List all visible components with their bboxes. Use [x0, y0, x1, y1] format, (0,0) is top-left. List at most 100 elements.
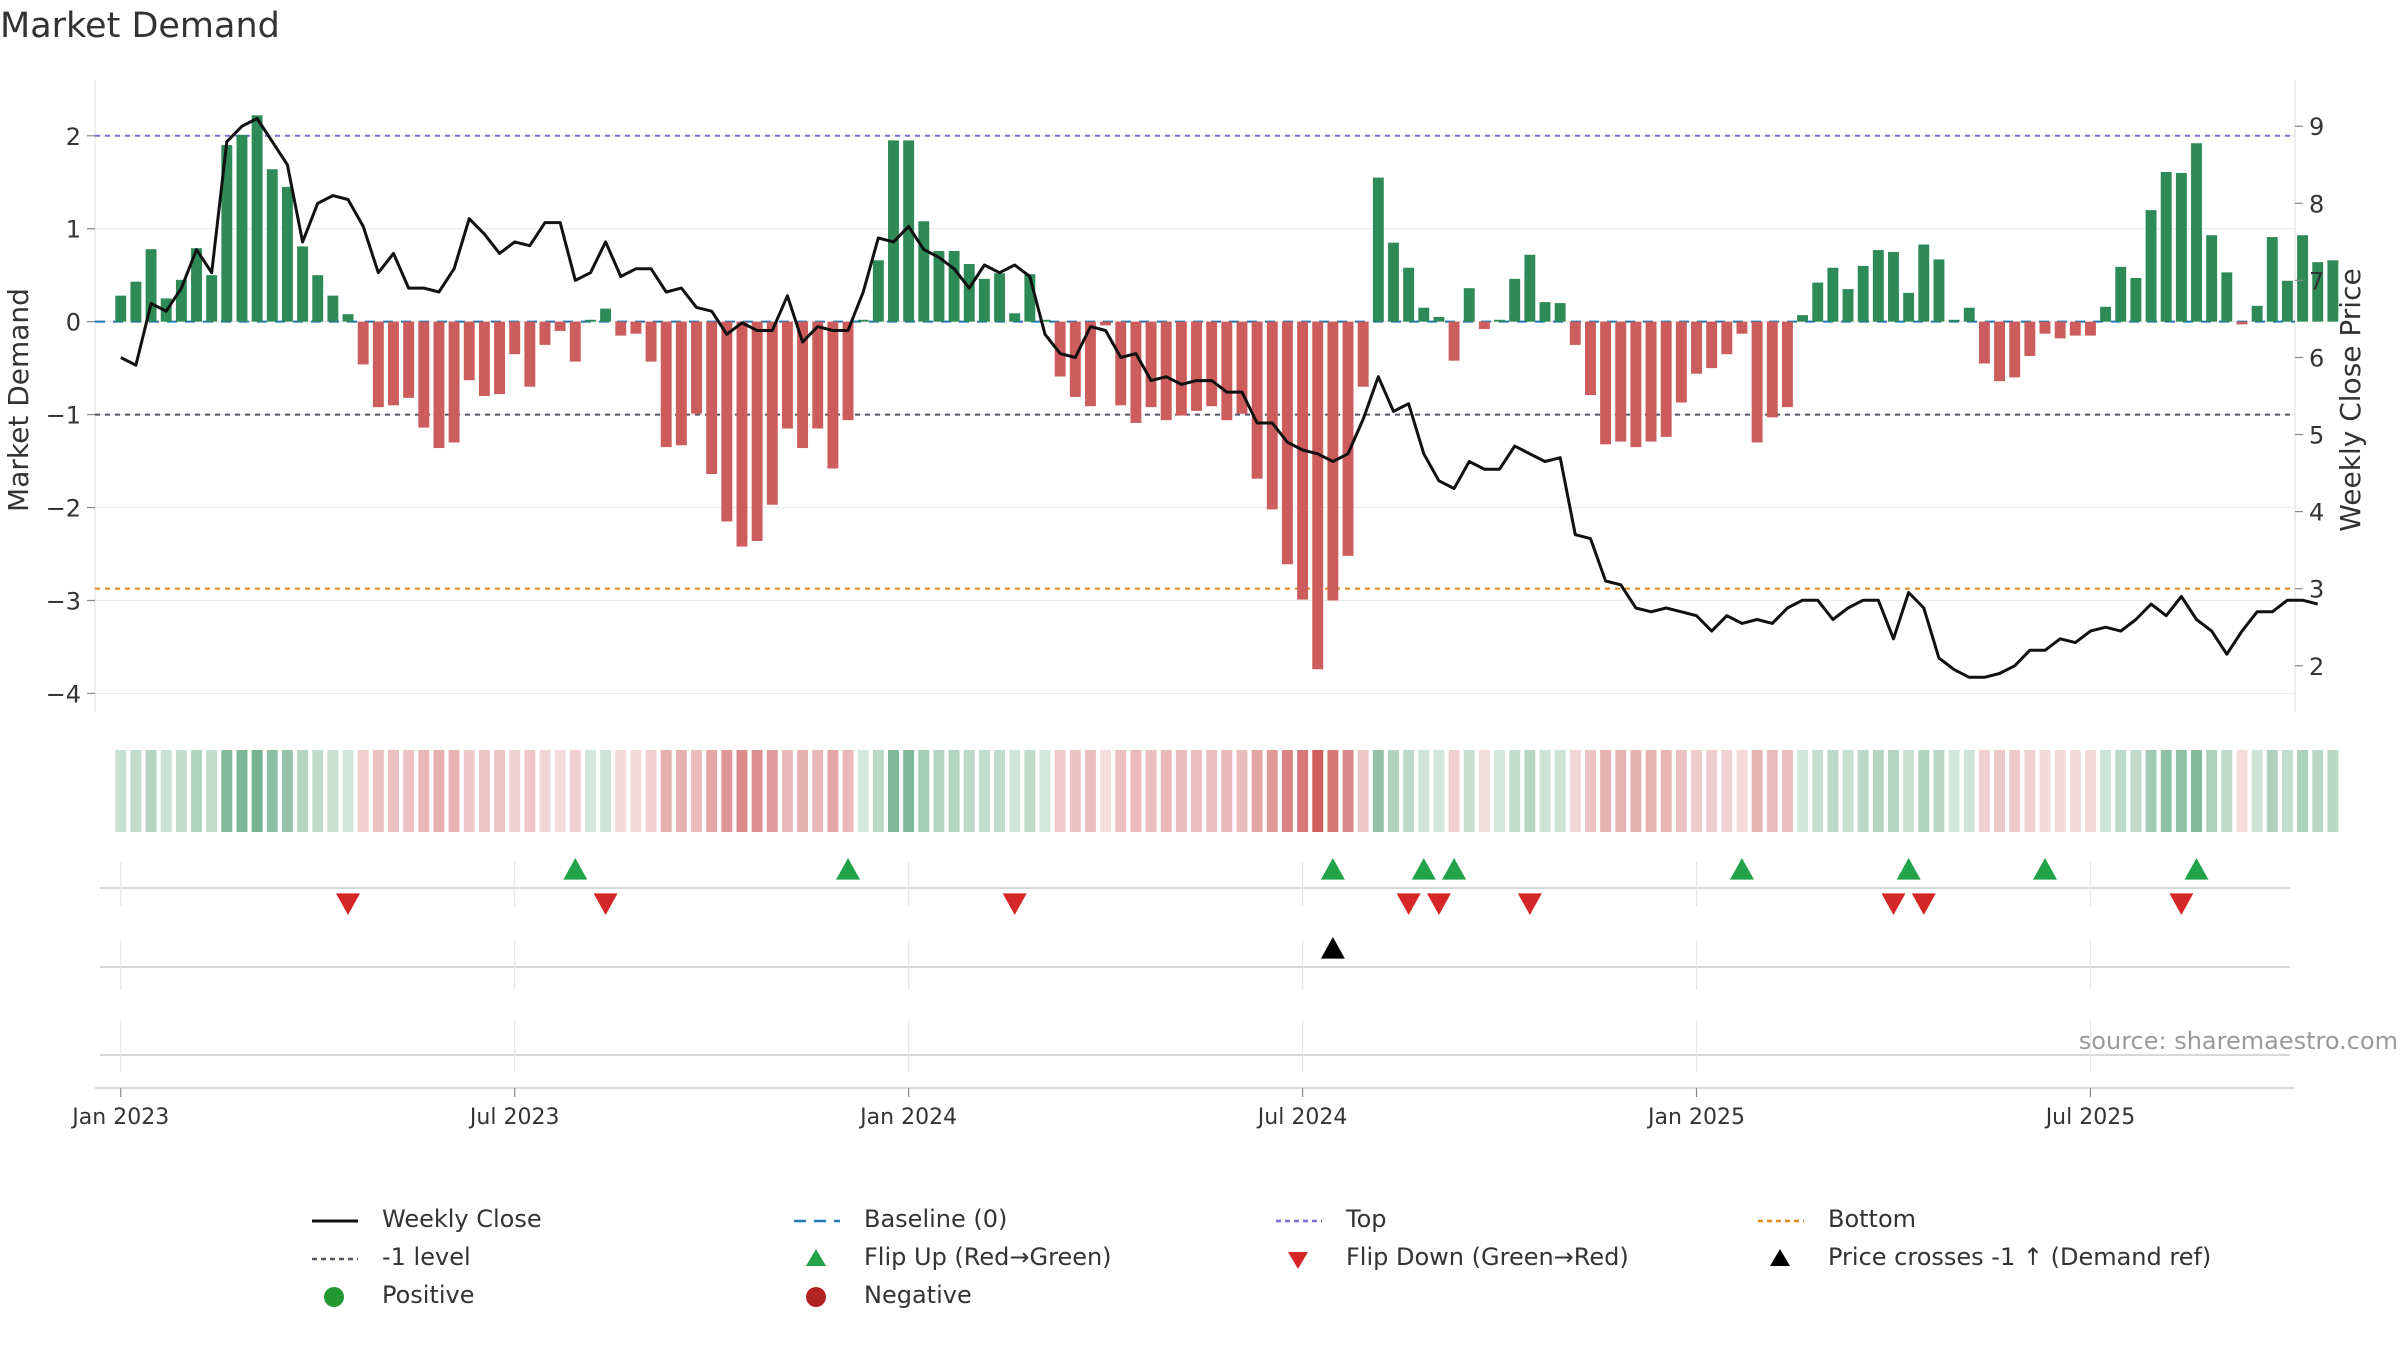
legend-symbol-dot_neg [806, 1287, 826, 1307]
y2-tick-label: 4 [2309, 499, 2324, 527]
strip-cell [630, 750, 642, 832]
demand-bars [115, 115, 2339, 670]
strip-cell [766, 750, 778, 832]
strip-cell [1706, 750, 1718, 832]
demand-bar [1903, 292, 1915, 322]
x-tick-label: Jul 2023 [468, 1105, 560, 1130]
demand-bar [524, 321, 536, 387]
strip-cell [1751, 750, 1763, 832]
strip-cell [1312, 750, 1324, 832]
strip-cell [1554, 750, 1566, 832]
strip-cell [706, 750, 718, 832]
strip-cell [2024, 750, 2036, 832]
strip-cell [2009, 750, 2021, 832]
strip-cell [2115, 750, 2127, 832]
strip-cell [2100, 750, 2112, 832]
demand-bar [1630, 321, 1642, 448]
strip-cell [1463, 750, 1475, 832]
demand-bar [721, 321, 733, 522]
strip-cell [1660, 750, 1672, 832]
legend-symbol-level [312, 1257, 358, 1261]
demand-bar [2281, 280, 2293, 322]
y-tick-label: 0 [66, 309, 81, 337]
strip-cell [963, 750, 975, 832]
flip-up-marker [2184, 858, 2209, 880]
demand-bar [342, 314, 354, 322]
strip-cell [1327, 750, 1339, 832]
flip-down-marker [1517, 893, 1542, 915]
legend-label: Flip Up (Red→Green) [864, 1243, 1112, 1271]
chart-title: Market Demand [0, 6, 280, 46]
y-axis-label: Market Demand [2, 288, 35, 512]
demand-bar [1978, 321, 1990, 364]
strip-cell [1509, 750, 1521, 832]
strip-cell [1266, 750, 1278, 832]
demand-bar [2251, 305, 2263, 322]
demand-bar [781, 321, 793, 429]
strip-cell [1615, 750, 1627, 832]
strip-cell [1978, 750, 1990, 832]
legend-triangle [1288, 1252, 1308, 1269]
legend-label: Weekly Close [382, 1205, 542, 1233]
source-note: source: sharemaestro.com [2079, 1027, 2398, 1055]
demand-bar [2130, 277, 2142, 322]
strip-cell [857, 750, 869, 832]
demand-bar [1024, 274, 1036, 322]
strip-cell [2251, 750, 2263, 832]
strip-cell [2175, 750, 2187, 832]
demand-bar [1827, 267, 1839, 322]
demand-bar [1918, 244, 1930, 322]
demand-bar [1600, 321, 1612, 445]
demand-bar [1039, 319, 1051, 322]
strip-cell [524, 750, 536, 832]
strip-cell [615, 750, 627, 832]
demand-bar [221, 145, 233, 322]
strip-cell [1100, 750, 1112, 832]
strip-cell [1494, 750, 1505, 832]
x-tick-label: Jul 2025 [2044, 1105, 2136, 1130]
demand-bar [691, 321, 702, 414]
strip-cell [160, 750, 172, 832]
legend-label: Positive [382, 1281, 475, 1309]
strip-cell [827, 750, 839, 832]
strip-cell [145, 750, 157, 832]
strip-cell [2130, 750, 2142, 832]
demand-bar [1948, 319, 1960, 322]
strip-cell [1857, 750, 1869, 832]
strip-cell [569, 750, 581, 832]
strip-cell [1433, 750, 1445, 832]
y2-tick-label: 8 [2309, 190, 2324, 218]
demand-bar [312, 275, 324, 322]
demand-bar [660, 321, 672, 448]
strip-cell [1342, 750, 1354, 832]
strip-cell [1948, 750, 1960, 832]
demand-bar [751, 321, 763, 541]
legend-symbol-close [312, 1219, 358, 1223]
strip-cell [297, 750, 309, 832]
strip-cell [1418, 750, 1430, 832]
strip-cell [1448, 750, 1460, 832]
strip-cell [2266, 750, 2278, 832]
legend-dot [324, 1287, 344, 1307]
y-tick-label: 2 [66, 123, 81, 151]
demand-bar [1660, 321, 1672, 437]
demand-bar [1524, 254, 1536, 322]
strip-cell [175, 750, 187, 832]
demand-bar [1221, 321, 1233, 421]
demand-bar [766, 321, 778, 505]
strip-cell [721, 750, 733, 832]
strip-cell [221, 750, 233, 832]
demand-bar [1736, 321, 1748, 334]
strip-cell [372, 750, 384, 832]
strip-cell [1524, 750, 1536, 832]
demand-bar [585, 319, 596, 322]
demand-bar [554, 321, 566, 331]
y2-tick-label: 7 [2309, 267, 2324, 295]
demand-bar [539, 321, 551, 345]
demand-bar [948, 251, 960, 322]
demand-bar [1706, 321, 1718, 369]
y2-axis-label: Weekly Close Price [2334, 268, 2367, 531]
strip-cell [403, 750, 415, 832]
strip-cell [797, 750, 809, 832]
strip-cell [1069, 750, 1081, 832]
